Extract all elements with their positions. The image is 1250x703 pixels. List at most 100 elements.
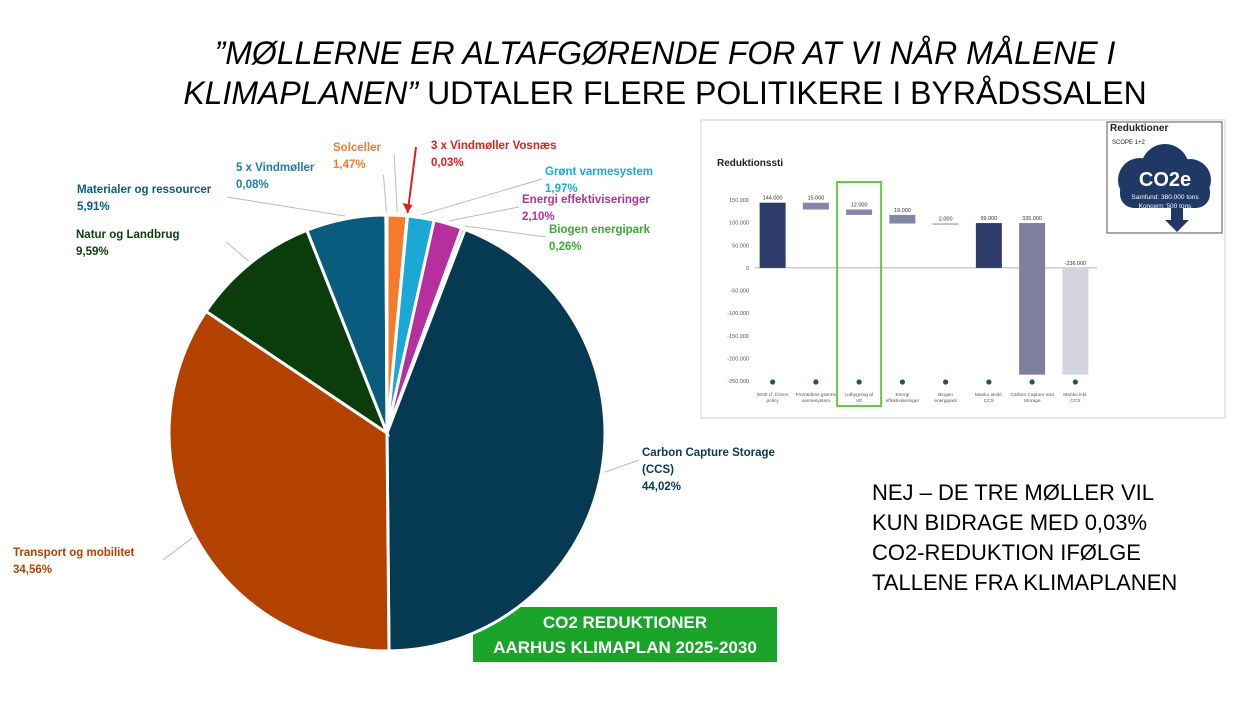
x-tick-line: Energi	[895, 392, 909, 398]
slice-name: Biogen energipark	[549, 224, 651, 236]
category-dot	[1072, 379, 1078, 385]
value-label: 19.000	[894, 208, 911, 214]
x-tick-label: Biogen energipark	[934, 392, 957, 404]
leader-line	[464, 225, 547, 238]
x-tick-line: energipark	[934, 398, 957, 404]
category-dot	[986, 379, 992, 385]
title-rest: UDTALER FLERE POLITIKERE I BYRÅDSSALEN	[427, 75, 1147, 111]
slice-label: Transport og mobilitet 34,56%	[13, 547, 135, 576]
slice-name: 3 x Vindmøller Vosnæs	[431, 140, 556, 152]
slice-name: Energi effektiviseringer	[522, 194, 650, 206]
y-tick-label: -250.000	[727, 379, 749, 385]
category-dot	[899, 379, 905, 385]
y-tick-label: 150.000	[729, 198, 749, 204]
slice-name: Natur og Landbrug	[76, 229, 180, 241]
x-tick-line: 2030 i.f. frozen	[757, 392, 789, 398]
bar	[759, 202, 786, 268]
x-tick-line: Storage	[1024, 398, 1041, 404]
pie-slice	[385, 227, 607, 653]
chart-title: Reduktionssti	[717, 158, 783, 169]
category-dot	[856, 379, 862, 385]
leader-line	[382, 174, 387, 213]
co2-badge: Reduktioner SCOPE 1+2 CO2e Samfund: 380.…	[1106, 121, 1223, 234]
leader-line	[225, 241, 249, 262]
pie-slice	[167, 309, 391, 653]
badge	[473, 607, 777, 662]
title: KLIMAPLANEN” UDTALER FLERE POLITIKERE I B…	[183, 75, 1146, 111]
title: ”MØLLERNE ER ALTAFGØRENDE FOR AT VI NÅR …	[215, 35, 1116, 71]
x-tick-line: Manko inkl.	[1063, 392, 1087, 398]
y-tick-label: -150.000	[727, 334, 749, 340]
highlight-box	[836, 181, 883, 407]
y-tick-label: 100.000	[729, 221, 749, 227]
x-tick-label: Manko ekskl. CCS	[975, 392, 1003, 404]
statement: TALLENE FRA KLIMAPLANEN	[872, 570, 1177, 595]
y-tick-label: -50.000	[730, 289, 749, 295]
category-dot	[943, 379, 949, 385]
co2-title: Reduktioner	[1110, 123, 1168, 134]
bar	[802, 202, 829, 210]
slice-value: 0,03%	[431, 157, 464, 169]
statement: NEJ – DE TRE MØLLER VIL	[872, 480, 1154, 505]
slice-value: 9,59%	[76, 246, 109, 258]
slice-value: 44,02%	[642, 481, 681, 493]
bar	[1062, 267, 1089, 375]
category-dot	[1029, 379, 1035, 385]
slice-name: Materialer og ressourcer	[77, 184, 212, 196]
co2-scope: SCOPE 1+2	[1112, 140, 1146, 146]
value-label: 99.000	[980, 216, 997, 222]
leader-line	[448, 206, 520, 222]
arrow-head	[402, 202, 413, 213]
slice-label: Materialer og ressourcer 5,91%	[77, 184, 212, 213]
x-tick-line: Carbon Capture and	[1010, 392, 1054, 398]
leader-line	[604, 459, 640, 473]
slice-label: 3 x Vindmøller Vosnæs 0,03%	[431, 140, 556, 169]
badge-text: CO2 REDUKTIONER	[543, 613, 707, 632]
slice-value: 34,56%	[13, 564, 52, 576]
slice-label: Grønt varmesystem 1,97%	[545, 166, 653, 195]
slice-label: Natur og Landbrug 9,59%	[76, 229, 180, 258]
slice-name: 5 x Vindmøller	[236, 162, 315, 174]
x-tick-line: Manko ekskl.	[975, 392, 1003, 398]
x-tick-label: Carbon Capture and Storage	[1010, 392, 1054, 404]
category-dot	[813, 379, 819, 385]
x-tick-label: Energi effektiviseringer	[886, 392, 920, 404]
slice-label: 5 x Vindmøller 0,08%	[236, 162, 315, 191]
value-label: 2.000	[939, 217, 953, 223]
leader-line	[226, 196, 346, 217]
badge-text: AARHUS KLIMAPLAN 2025-2030	[493, 638, 757, 657]
category-dot	[770, 379, 776, 385]
slice-value: 2,10%	[522, 211, 555, 223]
y-tick-label: 50.000	[732, 243, 749, 249]
bar	[1019, 223, 1046, 375]
y-tick-label: -200.000	[727, 356, 749, 362]
co2-line: Koncern: 500 tons	[1139, 203, 1193, 210]
x-tick-label: Fremtidens grønne varmesystem	[796, 392, 837, 404]
leader-line	[162, 537, 193, 561]
statement: KUN BIDRAGE MED 0,03%	[872, 510, 1147, 535]
bar	[846, 209, 873, 215]
x-tick-label: Manko inkl. CCS	[1063, 392, 1087, 404]
slice-name-cont: (CCS)	[642, 464, 674, 476]
value-label: -236.000	[1065, 261, 1087, 267]
value-label: 12.000	[851, 203, 868, 209]
y-tick-label: -100.000	[727, 311, 749, 317]
title-quote: KLIMAPLANEN”	[183, 75, 419, 111]
leader-line	[393, 154, 398, 213]
value-label: 144.000	[763, 196, 783, 202]
co2-symbol: CO2e	[1139, 169, 1191, 191]
x-tick-label: 2030 i.f. frozen policy	[757, 392, 789, 404]
value-label: 15.000	[807, 196, 824, 202]
slice-name: Transport og mobilitet	[13, 547, 135, 559]
slice-name: Solceller	[333, 142, 381, 154]
pie-slice	[384, 213, 389, 434]
slice-value: 5,91%	[77, 201, 110, 213]
x-tick-label: Udbygning af VE	[845, 392, 874, 404]
x-tick-line: CCS	[1070, 398, 1080, 404]
slice-name: Carbon Capture Storage	[642, 447, 775, 459]
y-tick-label: 0	[746, 266, 749, 272]
leader-line	[421, 178, 543, 216]
x-tick-line: Fremtidens grønne	[796, 392, 837, 398]
slice-label: Energi effektiviseringer 2,10%	[522, 194, 650, 223]
